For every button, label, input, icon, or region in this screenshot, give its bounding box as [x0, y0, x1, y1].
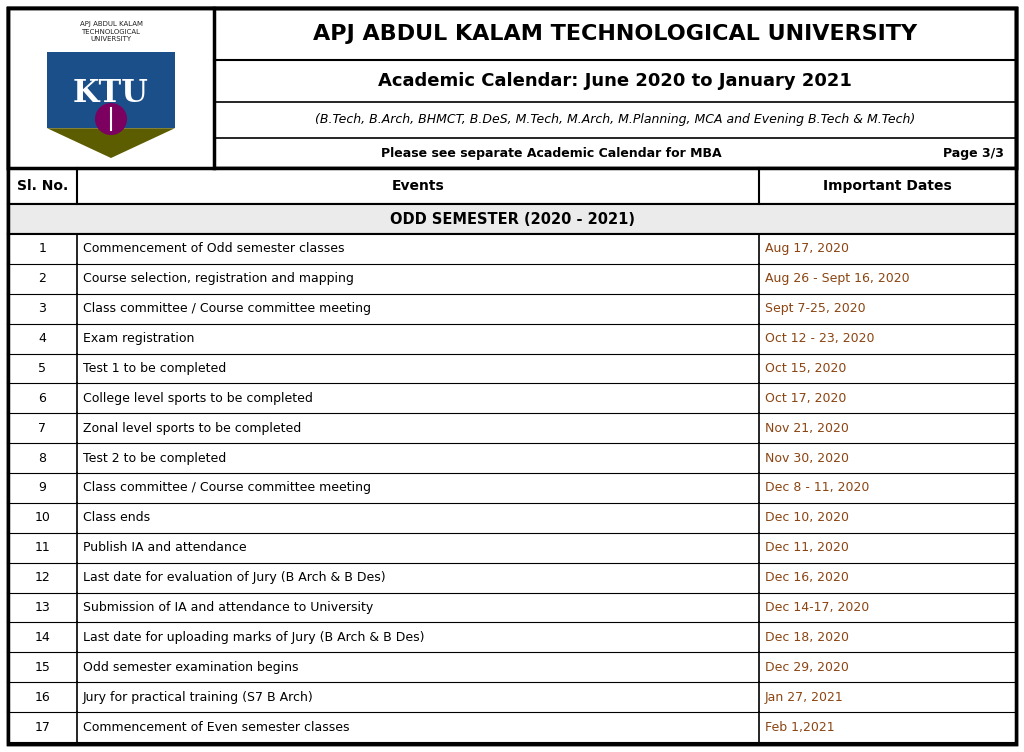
- Text: Last date for uploading marks of Jury (B Arch & B Des): Last date for uploading marks of Jury (B…: [83, 631, 424, 644]
- Text: Class ends: Class ends: [83, 511, 150, 524]
- Text: 10: 10: [35, 511, 50, 524]
- Text: 13: 13: [35, 601, 50, 614]
- Text: Sept 7-25, 2020: Sept 7-25, 2020: [765, 302, 865, 315]
- Text: Exam registration: Exam registration: [83, 332, 194, 345]
- Text: Jury for practical training (S7 B Arch): Jury for practical training (S7 B Arch): [83, 690, 313, 704]
- Text: APJ ABDUL KALAM
TECHNOLOGICAL
UNIVERSITY: APJ ABDUL KALAM TECHNOLOGICAL UNIVERSITY: [80, 21, 142, 42]
- Bar: [8, 353, 1016, 384]
- Bar: [8, 473, 1016, 503]
- Text: 6: 6: [38, 392, 46, 405]
- Text: KTU: KTU: [73, 78, 148, 109]
- Text: 14: 14: [35, 631, 50, 644]
- Text: Publish IA and attendance: Publish IA and attendance: [83, 541, 246, 554]
- Bar: [8, 562, 1016, 593]
- Bar: [8, 234, 1016, 264]
- Bar: [8, 204, 1016, 234]
- Text: College level sports to be completed: College level sports to be completed: [83, 392, 312, 405]
- Text: 3: 3: [38, 302, 46, 315]
- Text: Page 3/3: Page 3/3: [943, 147, 1004, 159]
- Text: Oct 15, 2020: Oct 15, 2020: [765, 362, 846, 375]
- Text: Dec 10, 2020: Dec 10, 2020: [765, 511, 849, 524]
- Text: Oct 12 - 23, 2020: Oct 12 - 23, 2020: [765, 332, 874, 345]
- Bar: [8, 294, 1016, 323]
- Text: Dec 18, 2020: Dec 18, 2020: [765, 631, 849, 644]
- Bar: [8, 652, 1016, 682]
- Bar: [8, 8, 1016, 168]
- Text: Dec 29, 2020: Dec 29, 2020: [765, 661, 849, 674]
- Text: 16: 16: [35, 690, 50, 704]
- Text: Aug 17, 2020: Aug 17, 2020: [765, 242, 849, 256]
- Bar: [8, 533, 1016, 562]
- Text: Submission of IA and attendance to University: Submission of IA and attendance to Unive…: [83, 601, 373, 614]
- Text: 7: 7: [38, 422, 46, 435]
- Text: Dec 8 - 11, 2020: Dec 8 - 11, 2020: [765, 481, 869, 495]
- Polygon shape: [47, 129, 175, 158]
- Bar: [8, 8, 1016, 168]
- Bar: [8, 503, 1016, 533]
- Circle shape: [95, 104, 126, 135]
- Text: Nov 30, 2020: Nov 30, 2020: [765, 452, 849, 465]
- Text: Dec 11, 2020: Dec 11, 2020: [765, 541, 849, 554]
- Text: Commencement of Even semester classes: Commencement of Even semester classes: [83, 720, 349, 733]
- Text: Dec 16, 2020: Dec 16, 2020: [765, 572, 849, 584]
- Text: 5: 5: [38, 362, 46, 375]
- Bar: [8, 323, 1016, 353]
- Bar: [8, 8, 214, 168]
- Bar: [8, 414, 1016, 443]
- Bar: [8, 712, 1016, 742]
- Text: 17: 17: [35, 720, 50, 733]
- Bar: [8, 168, 1016, 204]
- Text: 8: 8: [38, 452, 46, 465]
- Text: Test 1 to be completed: Test 1 to be completed: [83, 362, 226, 375]
- Text: Class committee / Course committee meeting: Class committee / Course committee meeti…: [83, 481, 371, 495]
- Text: 12: 12: [35, 572, 50, 584]
- Bar: [8, 384, 1016, 414]
- Text: Events: Events: [391, 179, 444, 193]
- Text: Odd semester examination begins: Odd semester examination begins: [83, 661, 298, 674]
- Bar: [8, 593, 1016, 623]
- Text: APJ ABDUL KALAM TECHNOLOGICAL UNIVERSITY: APJ ABDUL KALAM TECHNOLOGICAL UNIVERSITY: [313, 24, 918, 44]
- Text: Nov 21, 2020: Nov 21, 2020: [765, 422, 849, 435]
- Text: 2: 2: [38, 272, 46, 285]
- Text: Test 2 to be completed: Test 2 to be completed: [83, 452, 226, 465]
- Text: Class committee / Course committee meeting: Class committee / Course committee meeti…: [83, 302, 371, 315]
- Text: Feb 1,2021: Feb 1,2021: [765, 720, 835, 733]
- Text: Zonal level sports to be completed: Zonal level sports to be completed: [83, 422, 301, 435]
- Text: Please see separate Academic Calendar for MBA: Please see separate Academic Calendar fo…: [381, 147, 721, 159]
- Text: (B.Tech, B.Arch, BHMCT, B.DeS, M.Tech, M.Arch, M.Planning, MCA and Evening B.Tec: (B.Tech, B.Arch, BHMCT, B.DeS, M.Tech, M…: [314, 114, 915, 126]
- Text: Dec 14-17, 2020: Dec 14-17, 2020: [765, 601, 869, 614]
- Bar: [8, 264, 1016, 294]
- Bar: [8, 443, 1016, 473]
- Text: 1: 1: [38, 242, 46, 256]
- Text: 11: 11: [35, 541, 50, 554]
- Text: Jan 27, 2021: Jan 27, 2021: [765, 690, 844, 704]
- Text: ODD SEMESTER (2020 - 2021): ODD SEMESTER (2020 - 2021): [389, 211, 635, 226]
- Text: 15: 15: [35, 661, 50, 674]
- Text: Oct 17, 2020: Oct 17, 2020: [765, 392, 846, 405]
- Text: 4: 4: [38, 332, 46, 345]
- Text: Academic Calendar: June 2020 to January 2021: Academic Calendar: June 2020 to January …: [378, 72, 852, 90]
- Text: Sl. No.: Sl. No.: [16, 179, 68, 193]
- Bar: [47, 52, 175, 129]
- Text: Course selection, registration and mapping: Course selection, registration and mappi…: [83, 272, 353, 285]
- Bar: [8, 682, 1016, 712]
- Text: 9: 9: [38, 481, 46, 495]
- Text: Commencement of Odd semester classes: Commencement of Odd semester classes: [83, 242, 344, 256]
- Bar: [8, 623, 1016, 652]
- Text: Important Dates: Important Dates: [823, 179, 952, 193]
- Text: Last date for evaluation of Jury (B Arch & B Des): Last date for evaluation of Jury (B Arch…: [83, 572, 385, 584]
- Text: Aug 26 - Sept 16, 2020: Aug 26 - Sept 16, 2020: [765, 272, 909, 285]
